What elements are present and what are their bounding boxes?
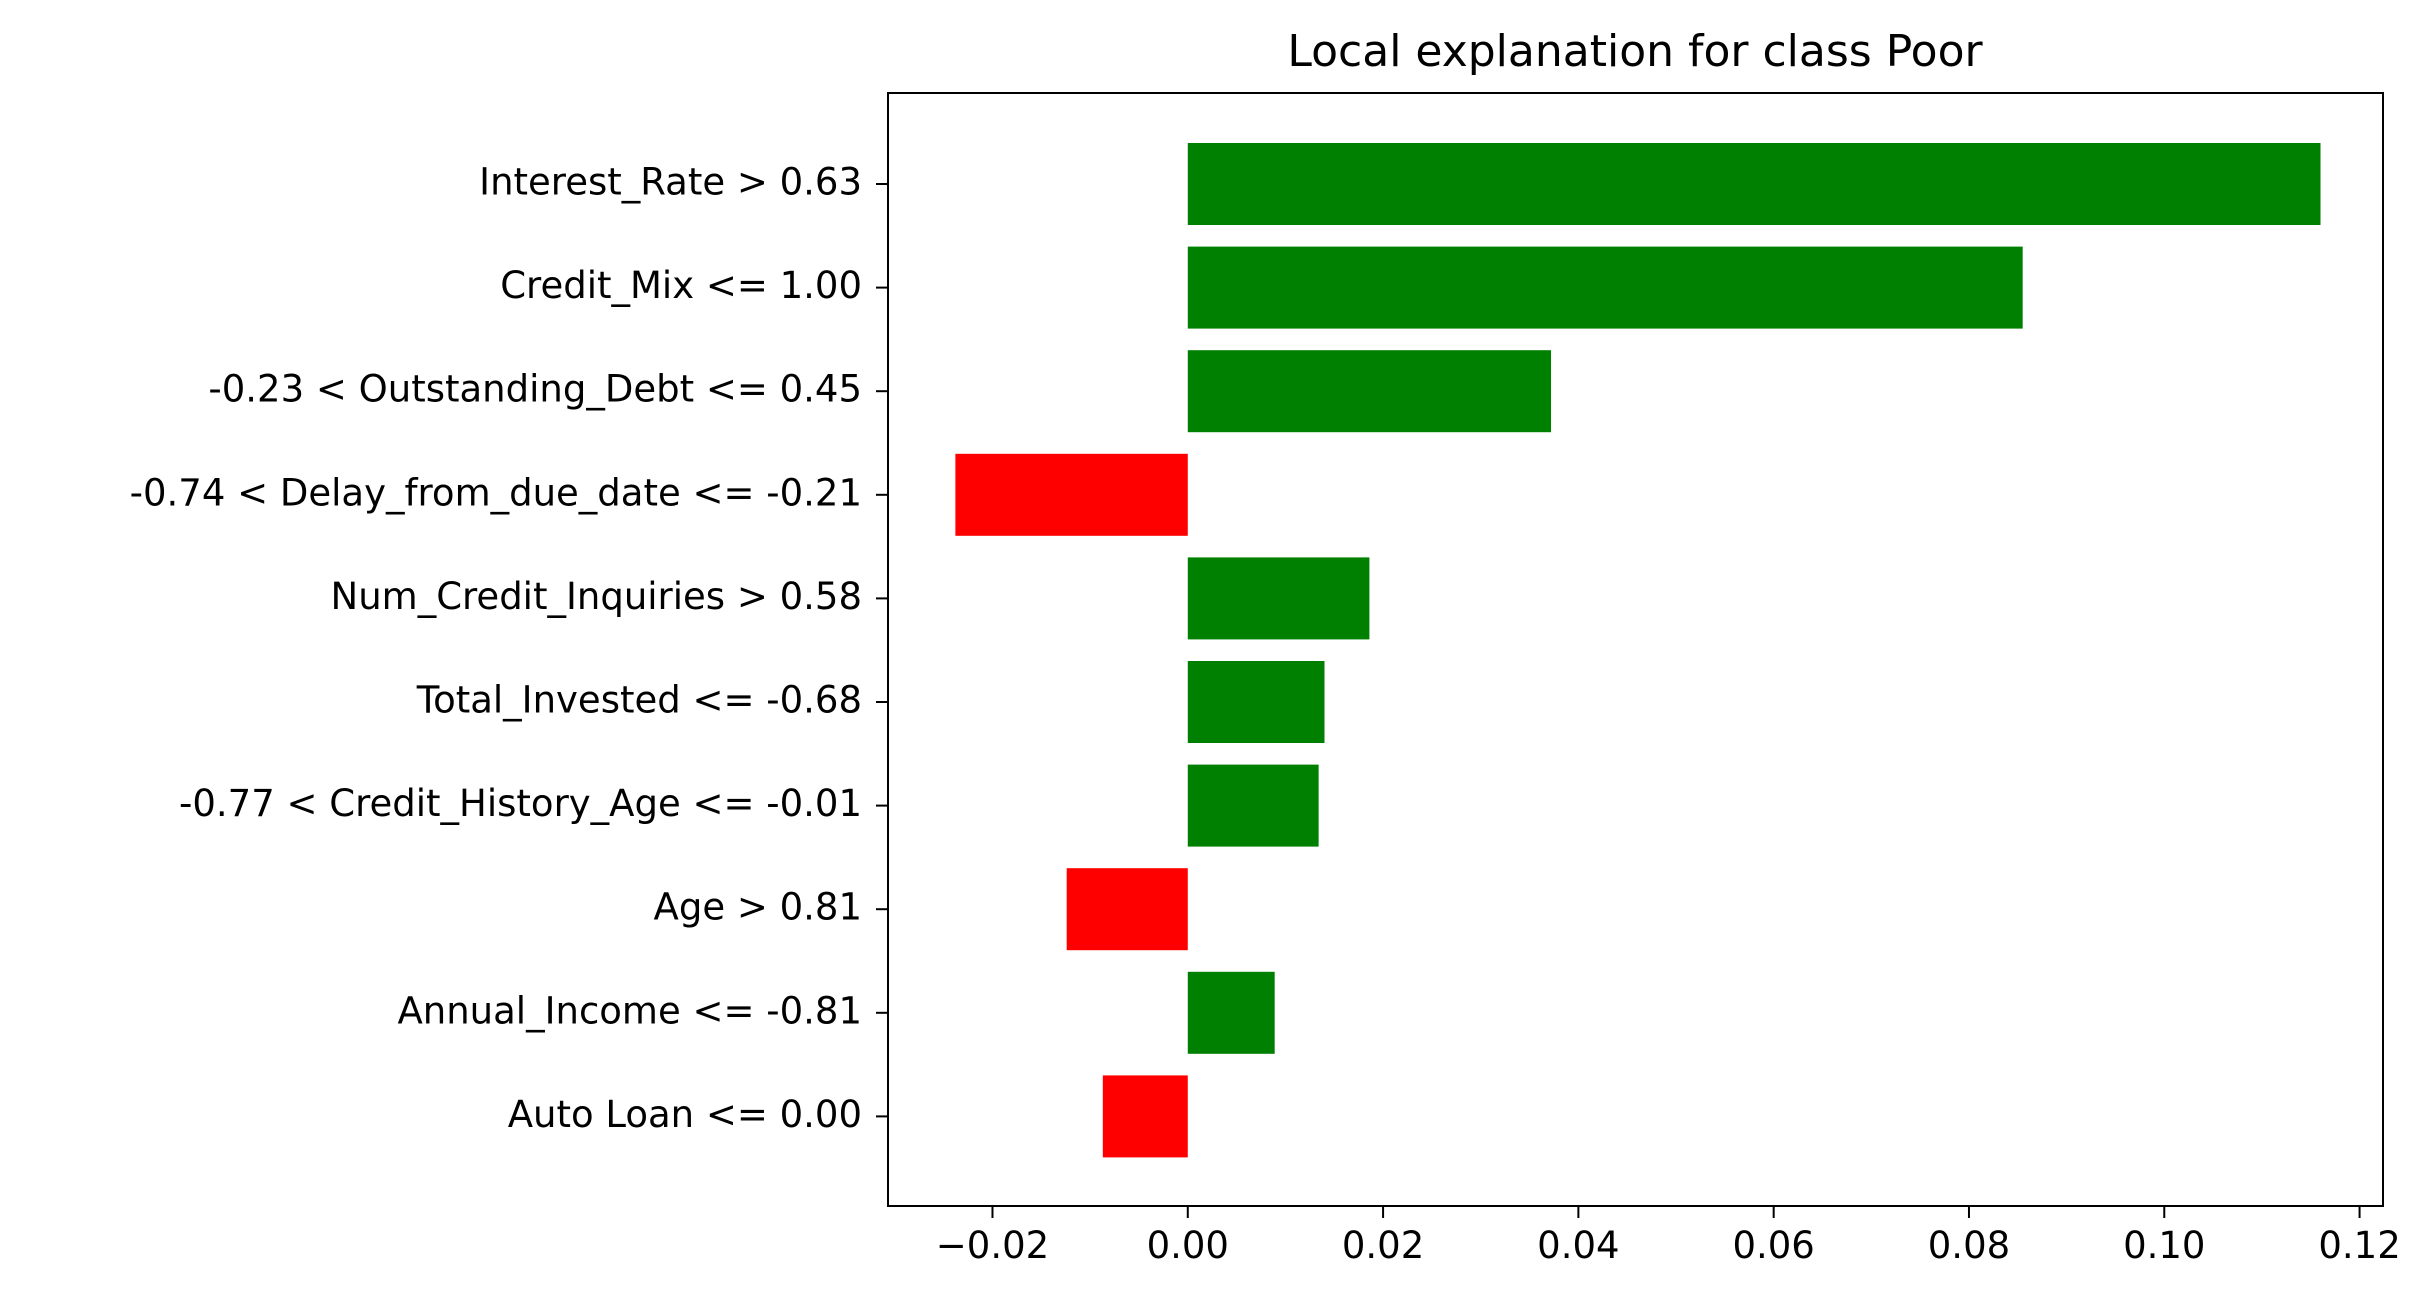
x-tick-label-1: 0.00 — [1147, 1224, 1229, 1267]
x-tick-label-3: 0.04 — [1537, 1224, 1619, 1267]
x-tick-label-6: 0.10 — [2123, 1224, 2205, 1267]
y-tick-label-0: Interest_Rate > 0.63 — [479, 161, 862, 204]
bar-5 — [1187, 661, 1325, 743]
y-tick-label-7: Age > 0.81 — [654, 886, 862, 929]
bar-3 — [955, 453, 1188, 536]
y-tick-label-5: Total_Invested <= -0.68 — [416, 679, 862, 722]
bar-7 — [1066, 868, 1188, 951]
y-tick-label-8: Annual_Income <= -0.81 — [397, 989, 862, 1032]
bar-2 — [1187, 350, 1552, 433]
bar-9 — [1102, 1075, 1188, 1158]
y-tick-label-2: -0.23 < Outstanding_Debt <= 0.45 — [208, 368, 862, 411]
x-tick-label-5: 0.08 — [1928, 1224, 2010, 1267]
x-tick-label-2: 0.02 — [1342, 1224, 1424, 1267]
x-tick-label-7: 0.12 — [2318, 1224, 2400, 1267]
x-tick-label-4: 0.06 — [1732, 1224, 1814, 1267]
ticks-layer: Interest_Rate > 0.63 Credit_Mix <= 1.00 -0… — [130, 161, 2401, 1268]
plot-frame — [887, 92, 2384, 1207]
bar-4 — [1187, 557, 1370, 640]
bar-8 — [1187, 971, 1275, 1054]
y-tick-label-3: -0.74 < Delay_from_due_date <= -0.21 — [130, 471, 862, 514]
bar-1 — [1187, 246, 2023, 329]
x-tick-label-0: −0.02 — [936, 1224, 1049, 1267]
y-tick-label-1: Credit_Mix <= 1.00 — [500, 264, 862, 307]
y-tick-label-6: -0.77 < Credit_History_Age <= -0.01 — [179, 782, 862, 825]
y-tick-label-9: Auto Loan <= 0.00 — [508, 1093, 862, 1136]
bars-layer — [955, 143, 2321, 1158]
bar-0 — [1187, 143, 2321, 225]
chart-title: Local explanation for class Poor — [1287, 26, 1983, 77]
bar-6 — [1187, 764, 1319, 847]
y-tick-label-4: Num_Credit_Inquiries > 0.58 — [331, 575, 862, 618]
